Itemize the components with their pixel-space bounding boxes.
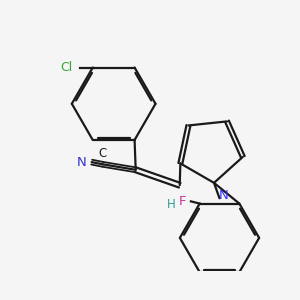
Text: Cl: Cl bbox=[61, 61, 73, 74]
Text: F: F bbox=[179, 195, 187, 208]
Text: H: H bbox=[167, 198, 175, 212]
Text: N: N bbox=[218, 189, 228, 203]
Text: N: N bbox=[76, 156, 86, 169]
Text: C: C bbox=[98, 147, 107, 160]
